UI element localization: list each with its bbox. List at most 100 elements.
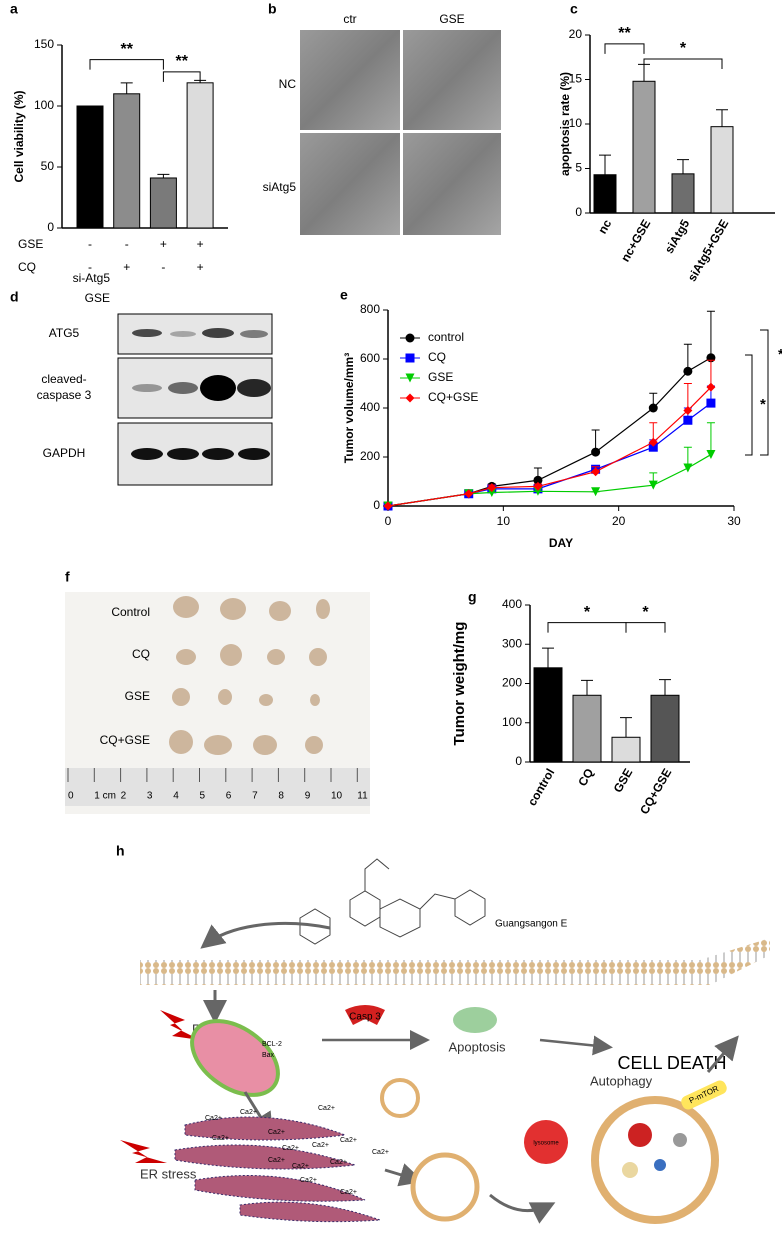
significance-label: ** [618,25,631,42]
group-label: CQ+GSE [100,733,150,747]
legend-label: CQ [428,350,446,364]
y-axis-label: Cell viability (%) [12,90,26,182]
legend-label: GSE [428,370,453,384]
column-label: ctr [343,12,356,26]
x-tick-label: 20 [612,514,626,528]
marker [533,475,543,485]
error-bar [581,679,593,696]
marker [683,405,693,415]
bar [186,82,214,229]
panel-h: h Guangsangon E ROS BCL-2 Bax Casp 3 Apo… [116,843,770,1224]
arrow [489,1193,556,1224]
bar [113,93,141,229]
marker [591,447,601,457]
calcium-label: Ca2+ [205,1115,222,1122]
ruler-number: 8 [278,791,284,802]
y-tick-label: 0 [575,205,582,219]
ruler-number: 7 [252,791,258,802]
y-tick-label: 800 [360,302,380,316]
x-tick-label: control [525,766,557,808]
y-axis-label: Tumor weight/mg [451,622,468,746]
vesicle [380,1078,420,1118]
significance-label: * [760,396,766,413]
autophagy-label: Autophagy [590,1073,653,1088]
panel-label: f [65,569,70,585]
significance-bracket [643,58,723,70]
calcium-label: Ca2+ [318,1105,335,1112]
bar [632,80,656,214]
arrow [706,1035,739,1073]
x-tick-label: 30 [727,514,741,528]
y-tick-label: 600 [360,351,380,365]
blot-label: caspase 3 [37,388,92,402]
row-sign: + [123,260,130,274]
y-tick-label: 20 [569,27,583,41]
compound-name: Guangsangon E [495,919,568,930]
x-tick-label: CQ [575,766,596,789]
panel-label: a [10,1,18,17]
calcium-label: Ca2+ [372,1149,389,1156]
ruler-number: 4 [173,791,179,802]
band [238,448,270,460]
bar [572,694,602,763]
blot-label: ATG5 [49,326,80,340]
panel-label: h [116,843,125,859]
mitochondrion [190,1019,280,1097]
band [237,379,271,397]
marker [648,437,658,447]
casp-label: Casp 3 [349,1012,381,1023]
y-tick-label: 0 [373,498,380,512]
calcium-label: Ca2+ [300,1177,317,1184]
y-tick-label: 100 [34,98,54,112]
significance-bracket [162,71,201,82]
panel-f: f Control CQ GSE CQ+GSE 0 1 cm 2 3 4 5 6 7 8 9 10 1… [65,569,370,814]
y-tick-label: 200 [502,676,522,690]
y-tick-label: 400 [502,597,522,611]
calcium-label: Ca2+ [240,1109,257,1116]
y-tick-label: 0 [515,754,522,768]
micrograph [403,133,501,235]
row-sign: - [88,260,92,274]
ruler-number: 10 [331,791,343,802]
bar [611,736,641,763]
bar [710,126,734,214]
x-tick-label: GSE [611,766,636,795]
lightning [120,1140,167,1163]
significance-label: ** [120,41,133,58]
calcium-label: Ca2+ [268,1129,285,1136]
band [167,448,199,460]
er [174,1116,381,1223]
bar [76,105,104,229]
row-sign: - [125,237,129,251]
calcium-label: Ca2+ [330,1159,347,1166]
ruler-number: 9 [305,791,311,802]
panel-label: c [570,1,578,17]
ruler-numbers: 0 1 cm 2 3 4 5 6 7 8 9 10 11 [67,768,368,802]
lightning [160,1010,200,1040]
y-axis-label: apoptosis rate (%) [558,72,572,176]
series-line [387,402,712,507]
panel-label: e [340,287,348,303]
lysosome [524,1120,568,1164]
panel-label: d [10,289,19,305]
significance-bracket [604,43,645,54]
lysosome-label: lysosome [533,1141,559,1147]
ruler-number: 0 [68,791,74,802]
panel-label: b [268,1,277,17]
panel-b: b ctr GSE NC siAtg5 [263,1,501,235]
y-tick-label: 300 [502,636,522,650]
error-bar [120,82,133,94]
row-sign: + [160,237,167,251]
autophagosome [410,1152,480,1222]
calcium-label: Ca2+ [268,1157,285,1164]
arrow [539,1035,613,1056]
autolysosome [591,1096,719,1224]
x-tick-label: siAtg5+GSE [685,217,732,284]
significance-bracket [760,329,769,456]
group-label: CQ [132,647,150,661]
cargo [673,1133,687,1147]
significance-label: * [642,604,649,621]
marker [487,483,497,493]
y-tick-label: 15 [569,72,583,86]
